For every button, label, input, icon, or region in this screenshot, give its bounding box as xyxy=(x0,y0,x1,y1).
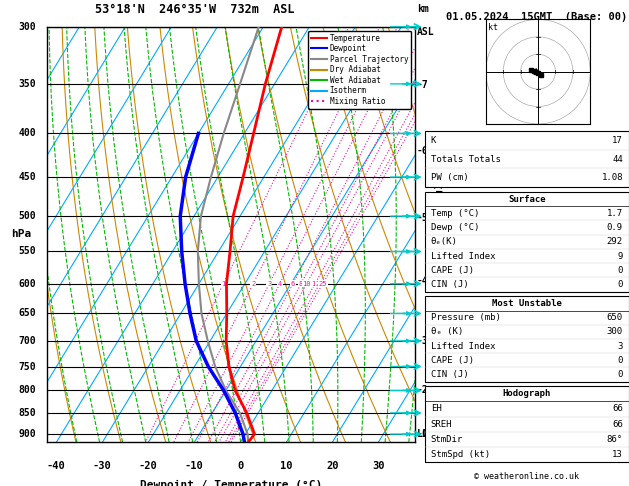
Text: -20: -20 xyxy=(139,461,158,471)
Text: 850: 850 xyxy=(18,408,36,418)
Text: 400: 400 xyxy=(18,128,36,139)
Text: -1: -1 xyxy=(417,429,429,439)
Text: Most Unstable: Most Unstable xyxy=(492,299,562,308)
Text: 25: 25 xyxy=(318,281,327,287)
Text: 20: 20 xyxy=(315,281,324,287)
Text: 6: 6 xyxy=(291,281,295,287)
Text: Surface: Surface xyxy=(508,194,545,204)
Text: 350: 350 xyxy=(18,79,36,89)
Text: 10: 10 xyxy=(280,461,292,471)
Text: 3: 3 xyxy=(267,281,271,287)
Text: 0: 0 xyxy=(618,280,623,289)
FancyBboxPatch shape xyxy=(425,386,629,462)
Legend: Temperature, Dewpoint, Parcel Trajectory, Dry Adiabat, Wet Adiabat, Isotherm, Mi: Temperature, Dewpoint, Parcel Trajectory… xyxy=(308,31,411,109)
Text: Temp (°C): Temp (°C) xyxy=(431,209,479,218)
Text: Totals Totals: Totals Totals xyxy=(431,155,501,164)
Text: θₑ (K): θₑ (K) xyxy=(431,328,463,336)
Text: 15: 15 xyxy=(311,281,319,287)
Text: 650: 650 xyxy=(18,309,36,318)
Text: 01.05.2024  15GMT  (Base: 00): 01.05.2024 15GMT (Base: 00) xyxy=(447,12,628,22)
Text: 1.7: 1.7 xyxy=(607,209,623,218)
Text: CAPE (J): CAPE (J) xyxy=(431,356,474,365)
Text: CIN (J): CIN (J) xyxy=(431,280,469,289)
Text: 86°: 86° xyxy=(607,434,623,444)
Text: km: km xyxy=(417,4,429,14)
Text: 8: 8 xyxy=(299,281,303,287)
Text: 17: 17 xyxy=(612,136,623,145)
Text: 44: 44 xyxy=(612,155,623,164)
Text: 0.9: 0.9 xyxy=(607,223,623,232)
Text: 500: 500 xyxy=(18,211,36,221)
Text: 9: 9 xyxy=(618,252,623,260)
Text: © weatheronline.co.uk: © weatheronline.co.uk xyxy=(474,472,579,481)
Text: Dewp (°C): Dewp (°C) xyxy=(431,223,479,232)
Text: Hodograph: Hodograph xyxy=(503,389,551,399)
Text: 13: 13 xyxy=(612,450,623,459)
Text: 750: 750 xyxy=(18,362,36,371)
Text: 300: 300 xyxy=(607,328,623,336)
Text: 0: 0 xyxy=(618,370,623,379)
Text: 800: 800 xyxy=(18,385,36,396)
Text: CIN (J): CIN (J) xyxy=(431,370,469,379)
Text: 450: 450 xyxy=(18,172,36,182)
Text: -10: -10 xyxy=(185,461,204,471)
Text: -4: -4 xyxy=(417,276,429,286)
FancyBboxPatch shape xyxy=(425,192,629,292)
Text: -7: -7 xyxy=(417,80,429,90)
Text: ASL: ASL xyxy=(417,27,435,37)
Text: EH: EH xyxy=(431,404,442,414)
Text: 700: 700 xyxy=(18,336,36,346)
Text: StmSpd (kt): StmSpd (kt) xyxy=(431,450,490,459)
Text: StmDir: StmDir xyxy=(431,434,463,444)
Text: CAPE (J): CAPE (J) xyxy=(431,266,474,275)
Text: 292: 292 xyxy=(607,237,623,246)
Text: 66: 66 xyxy=(612,404,623,414)
Text: 2: 2 xyxy=(251,281,255,287)
Text: 1.08: 1.08 xyxy=(601,174,623,182)
Text: -6: -6 xyxy=(417,146,429,156)
Text: 900: 900 xyxy=(18,429,36,439)
Text: 600: 600 xyxy=(18,279,36,289)
Text: 3: 3 xyxy=(618,342,623,350)
Text: hPa: hPa xyxy=(11,229,31,240)
Text: 53°18'N  246°35'W  732m  ASL: 53°18'N 246°35'W 732m ASL xyxy=(94,3,294,17)
FancyBboxPatch shape xyxy=(425,131,629,187)
Text: 0: 0 xyxy=(618,266,623,275)
Text: LCL: LCL xyxy=(417,429,435,439)
Text: 0: 0 xyxy=(618,356,623,365)
Text: θₑ(K): θₑ(K) xyxy=(431,237,457,246)
Text: 300: 300 xyxy=(18,22,36,32)
Text: 10: 10 xyxy=(303,281,311,287)
Text: -2: -2 xyxy=(417,385,429,396)
Text: Lifted Index: Lifted Index xyxy=(431,342,495,350)
Text: 550: 550 xyxy=(18,246,36,257)
Text: SREH: SREH xyxy=(431,419,452,429)
Text: 30: 30 xyxy=(372,461,384,471)
Text: Lifted Index: Lifted Index xyxy=(431,252,495,260)
Text: -30: -30 xyxy=(93,461,112,471)
Text: 66: 66 xyxy=(612,419,623,429)
Text: 0: 0 xyxy=(237,461,243,471)
Text: -40: -40 xyxy=(47,461,66,471)
Text: 20: 20 xyxy=(326,461,338,471)
Text: K: K xyxy=(431,136,436,145)
Text: 1: 1 xyxy=(221,281,225,287)
Text: Dewpoint / Temperature (°C): Dewpoint / Temperature (°C) xyxy=(140,480,322,486)
FancyBboxPatch shape xyxy=(425,296,629,382)
Text: -3: -3 xyxy=(417,336,429,346)
Text: Pressure (mb): Pressure (mb) xyxy=(431,313,501,322)
Text: -5: -5 xyxy=(417,213,429,224)
Text: PW (cm): PW (cm) xyxy=(431,174,469,182)
Text: 650: 650 xyxy=(607,313,623,322)
Text: Mixing Ratio (g/kg): Mixing Ratio (g/kg) xyxy=(435,183,443,286)
Text: 4: 4 xyxy=(277,281,282,287)
